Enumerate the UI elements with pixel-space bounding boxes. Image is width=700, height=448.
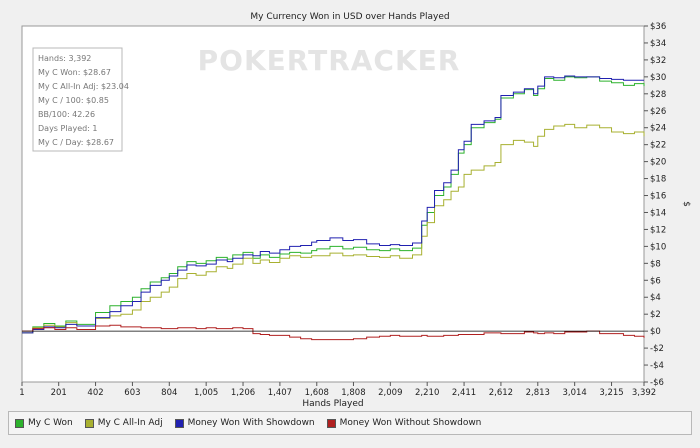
y-tick-label: $12 bbox=[650, 225, 666, 235]
y-axis: -$6 -$4 -$2 $0 $2 $4 $6 $8 $10 $12 $14 $16 $18 $20 $22… bbox=[644, 22, 666, 388]
legend-label: My C All-In Adj bbox=[97, 418, 163, 428]
legend-item: Money Won With Showdown bbox=[174, 418, 315, 428]
y-tick-label: $16 bbox=[650, 192, 666, 202]
y-tick-label: -$2 bbox=[650, 344, 664, 354]
y-axis-label: $ bbox=[681, 201, 691, 207]
y-tick-label: $28 bbox=[650, 90, 666, 100]
chart-legend: My C Won My C All-In Adj Money Won With Sh… bbox=[8, 411, 692, 435]
x-tick-label: 2,411 bbox=[452, 388, 476, 398]
legend-label: Money Won With Showdown bbox=[187, 418, 315, 428]
y-tick-label: $34 bbox=[650, 39, 666, 49]
x-tick-label: 402 bbox=[87, 388, 103, 398]
stats-line: My C Won: $28.67 bbox=[38, 68, 111, 77]
legend-item: My C All-In Adj bbox=[84, 418, 163, 428]
y-tick-label: $22 bbox=[650, 141, 666, 151]
x-tick-label: 1,808 bbox=[341, 388, 365, 398]
x-axis: 1 201 402 603 804 1,005 1,206 1,407 1,608 1,808 2,… bbox=[19, 382, 656, 398]
chart-title: My Currency Won in USD over Hands Played bbox=[250, 12, 449, 22]
x-tick-label: 804 bbox=[161, 388, 177, 398]
legend-swatch bbox=[326, 418, 336, 428]
x-tick-label: 2,009 bbox=[378, 388, 402, 398]
x-tick-label: 2,612 bbox=[489, 388, 513, 398]
stats-line: Hands: 3,392 bbox=[38, 54, 91, 63]
x-tick-label: 201 bbox=[51, 388, 67, 398]
y-tick-label: -$4 bbox=[650, 361, 664, 371]
x-tick-label: 1,005 bbox=[194, 388, 218, 398]
plot-area bbox=[21, 25, 645, 383]
y-tick-label: $26 bbox=[650, 107, 666, 117]
legend-label: My C Won bbox=[28, 418, 73, 428]
y-tick-label: $0 bbox=[650, 327, 661, 337]
y-tick-label: $36 bbox=[650, 22, 666, 32]
legend-swatch bbox=[84, 418, 94, 428]
stats-line: Days Played: 1 bbox=[38, 124, 98, 133]
x-tick-label: 1,407 bbox=[268, 388, 292, 398]
x-tick-label: 1,206 bbox=[231, 388, 255, 398]
y-tick-label: $2 bbox=[650, 310, 661, 320]
x-tick-label: 3,014 bbox=[562, 388, 586, 398]
y-tick-label: -$6 bbox=[650, 378, 664, 388]
y-tick-label: $10 bbox=[650, 242, 666, 252]
series-line-3 bbox=[22, 324, 645, 341]
stats-line: My C / 100: $0.85 bbox=[38, 96, 109, 105]
x-tick-label: 1,608 bbox=[305, 388, 329, 398]
y-tick-label: $18 bbox=[650, 175, 666, 185]
series-line-1 bbox=[22, 123, 645, 334]
stats-box: Hands: 3,392 My C Won: $28.67 My C All-In … bbox=[32, 47, 129, 152]
y-tick-label: $8 bbox=[650, 259, 661, 269]
series-layer bbox=[22, 75, 645, 341]
y-tick-label: $24 bbox=[650, 124, 666, 134]
stats-line: My C All-In Adj: $23.04 bbox=[38, 82, 129, 91]
y-tick-label: $20 bbox=[650, 158, 666, 168]
x-tick-label: 603 bbox=[124, 388, 140, 398]
series-line-2 bbox=[22, 75, 644, 334]
watermark: POKERTRACKER bbox=[198, 44, 461, 77]
x-tick-label: 3,392 bbox=[632, 388, 656, 398]
x-tick-label: 1 bbox=[19, 388, 24, 398]
y-tick-label: $14 bbox=[650, 208, 666, 218]
legend-label: Money Won Without Showdown bbox=[339, 418, 482, 428]
legend-swatch bbox=[174, 418, 184, 428]
y-tick-label: $32 bbox=[650, 56, 666, 66]
x-tick-label: 2,210 bbox=[415, 388, 439, 398]
y-tick-label: $4 bbox=[650, 293, 661, 303]
x-axis-label: Hands Played bbox=[302, 399, 363, 409]
stats-line: My C / Day: $28.67 bbox=[38, 138, 114, 147]
y-tick-label: $6 bbox=[650, 276, 661, 286]
stats-line: BB/100: 42.26 bbox=[38, 110, 95, 119]
x-tick-label: 3,215 bbox=[599, 388, 623, 398]
legend-item: Money Won Without Showdown bbox=[326, 418, 482, 428]
legend-swatch bbox=[15, 418, 24, 428]
legend-item: My C Won bbox=[15, 418, 73, 428]
x-tick-label: 2,813 bbox=[526, 388, 550, 398]
y-tick-label: $30 bbox=[650, 73, 666, 83]
